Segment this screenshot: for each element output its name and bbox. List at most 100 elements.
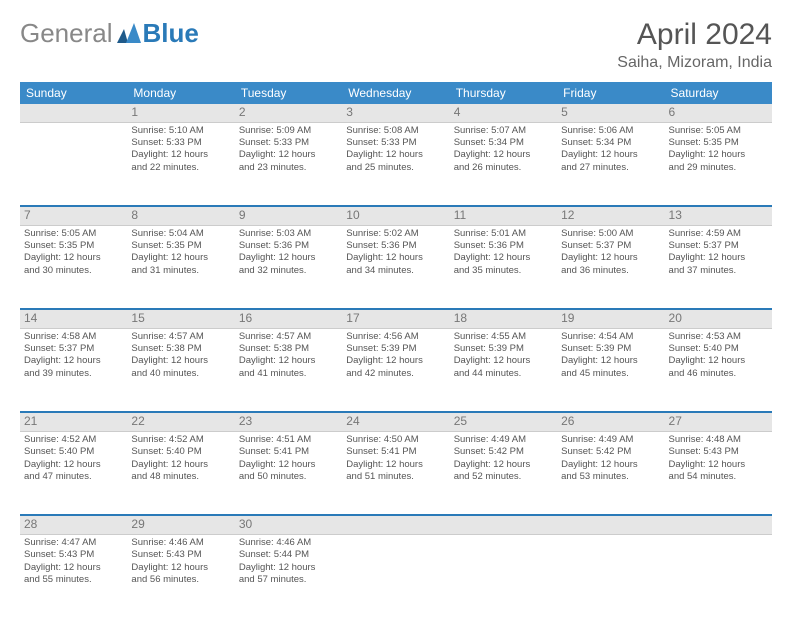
cell-line: and 41 minutes. <box>239 368 338 380</box>
day-cell <box>342 534 449 618</box>
cell-line: Sunrise: 5:01 AM <box>454 228 553 240</box>
day-number <box>20 104 127 122</box>
cell-line: and 31 minutes. <box>131 265 230 277</box>
day-cell: Sunrise: 5:03 AMSunset: 5:36 PMDaylight:… <box>235 225 342 309</box>
day-cell: Sunrise: 5:02 AMSunset: 5:36 PMDaylight:… <box>342 225 449 309</box>
day-header: Sunday <box>20 82 127 104</box>
cell-line: Sunset: 5:44 PM <box>239 549 338 561</box>
logo-text-1: General <box>20 18 113 49</box>
day-number: 24 <box>342 413 449 431</box>
cell-line: and 39 minutes. <box>24 368 123 380</box>
day-number <box>557 516 664 534</box>
cell-line: Sunset: 5:39 PM <box>454 343 553 355</box>
day-number: 9 <box>235 207 342 225</box>
cell-line: Daylight: 12 hours <box>454 149 553 161</box>
day-number: 30 <box>235 516 342 534</box>
day-cell: Sunrise: 5:01 AMSunset: 5:36 PMDaylight:… <box>450 225 557 309</box>
cell-line: Sunset: 5:38 PM <box>239 343 338 355</box>
day-cell: Sunrise: 4:58 AMSunset: 5:37 PMDaylight:… <box>20 328 127 412</box>
cell-line: Sunrise: 4:51 AM <box>239 434 338 446</box>
cell-line: and 42 minutes. <box>346 368 445 380</box>
cell-line: and 36 minutes. <box>561 265 660 277</box>
day-cell: Sunrise: 5:00 AMSunset: 5:37 PMDaylight:… <box>557 225 664 309</box>
cell-line: Sunrise: 5:08 AM <box>346 125 445 137</box>
cell-line: and 27 minutes. <box>561 162 660 174</box>
day-cell: Sunrise: 5:08 AMSunset: 5:33 PMDaylight:… <box>342 122 449 206</box>
cell-line: Sunrise: 4:49 AM <box>561 434 660 446</box>
cell-line: Daylight: 12 hours <box>131 562 230 574</box>
day-number <box>342 516 449 534</box>
cell-line: Sunset: 5:40 PM <box>131 446 230 458</box>
cell-line: Sunset: 5:38 PM <box>131 343 230 355</box>
month-title: April 2024 <box>617 18 772 52</box>
calendar-table: SundayMondayTuesdayWednesdayThursdayFrid… <box>20 82 772 618</box>
cell-line: and 32 minutes. <box>239 265 338 277</box>
cell-line: Sunrise: 4:56 AM <box>346 331 445 343</box>
cell-line: Daylight: 12 hours <box>454 252 553 264</box>
day-number: 12 <box>557 207 664 225</box>
day-number: 2 <box>235 104 342 122</box>
cell-line: Sunset: 5:34 PM <box>561 137 660 149</box>
cell-line: Sunrise: 5:07 AM <box>454 125 553 137</box>
cell-line: Sunset: 5:37 PM <box>24 343 123 355</box>
cell-line: Sunset: 5:42 PM <box>561 446 660 458</box>
location: Saiha, Mizoram, India <box>617 54 772 72</box>
cell-line: Sunset: 5:33 PM <box>131 137 230 149</box>
cell-line: Daylight: 12 hours <box>239 562 338 574</box>
day-number: 23 <box>235 413 342 431</box>
cell-line: and 23 minutes. <box>239 162 338 174</box>
cell-line: Sunset: 5:35 PM <box>669 137 768 149</box>
cell-line: Sunset: 5:41 PM <box>346 446 445 458</box>
cell-line: Sunrise: 4:46 AM <box>239 537 338 549</box>
day-cell: Sunrise: 5:04 AMSunset: 5:35 PMDaylight:… <box>127 225 234 309</box>
cell-line: Daylight: 12 hours <box>131 149 230 161</box>
day-number: 25 <box>450 413 557 431</box>
cell-line: Sunrise: 5:05 AM <box>669 125 768 137</box>
day-header-row: SundayMondayTuesdayWednesdayThursdayFrid… <box>20 82 772 104</box>
cell-line: Daylight: 12 hours <box>24 355 123 367</box>
cell-line: and 37 minutes. <box>669 265 768 277</box>
cell-line: Daylight: 12 hours <box>131 252 230 264</box>
cell-line: Daylight: 12 hours <box>669 459 768 471</box>
cell-line: and 55 minutes. <box>24 574 123 586</box>
cell-line: Daylight: 12 hours <box>454 355 553 367</box>
day-cell <box>20 122 127 206</box>
cell-line: and 44 minutes. <box>454 368 553 380</box>
cell-line: and 56 minutes. <box>131 574 230 586</box>
day-number: 10 <box>342 207 449 225</box>
day-header: Wednesday <box>342 82 449 104</box>
cell-line: and 48 minutes. <box>131 471 230 483</box>
cell-line: Sunset: 5:40 PM <box>24 446 123 458</box>
cell-line: and 25 minutes. <box>346 162 445 174</box>
cell-line: Sunrise: 4:59 AM <box>669 228 768 240</box>
day-cell: Sunrise: 4:57 AMSunset: 5:38 PMDaylight:… <box>235 328 342 412</box>
cell-line: Daylight: 12 hours <box>561 459 660 471</box>
day-cell: Sunrise: 4:50 AMSunset: 5:41 PMDaylight:… <box>342 431 449 515</box>
day-number: 19 <box>557 310 664 328</box>
cell-line: Sunset: 5:35 PM <box>24 240 123 252</box>
day-cell <box>450 534 557 618</box>
day-cell: Sunrise: 4:52 AMSunset: 5:40 PMDaylight:… <box>20 431 127 515</box>
cell-line: Daylight: 12 hours <box>346 149 445 161</box>
logo-mark-icon <box>117 23 141 45</box>
cell-line: Sunrise: 4:47 AM <box>24 537 123 549</box>
day-cell: Sunrise: 5:09 AMSunset: 5:33 PMDaylight:… <box>235 122 342 206</box>
cell-line: Sunset: 5:43 PM <box>131 549 230 561</box>
cell-line: Daylight: 12 hours <box>24 252 123 264</box>
day-cell: Sunrise: 4:46 AMSunset: 5:44 PMDaylight:… <box>235 534 342 618</box>
cell-line: and 34 minutes. <box>346 265 445 277</box>
cell-line: Daylight: 12 hours <box>561 355 660 367</box>
day-number <box>665 516 772 534</box>
day-number: 26 <box>557 413 664 431</box>
day-number: 20 <box>665 310 772 328</box>
cell-line: and 57 minutes. <box>239 574 338 586</box>
day-header: Tuesday <box>235 82 342 104</box>
day-cell <box>665 534 772 618</box>
cell-line: Daylight: 12 hours <box>131 355 230 367</box>
cell-line: Sunset: 5:42 PM <box>454 446 553 458</box>
cell-line: Sunset: 5:33 PM <box>239 137 338 149</box>
day-cell: Sunrise: 4:49 AMSunset: 5:42 PMDaylight:… <box>450 431 557 515</box>
cell-line: Daylight: 12 hours <box>239 252 338 264</box>
day-number: 7 <box>20 207 127 225</box>
logo: General Blue <box>20 18 199 49</box>
